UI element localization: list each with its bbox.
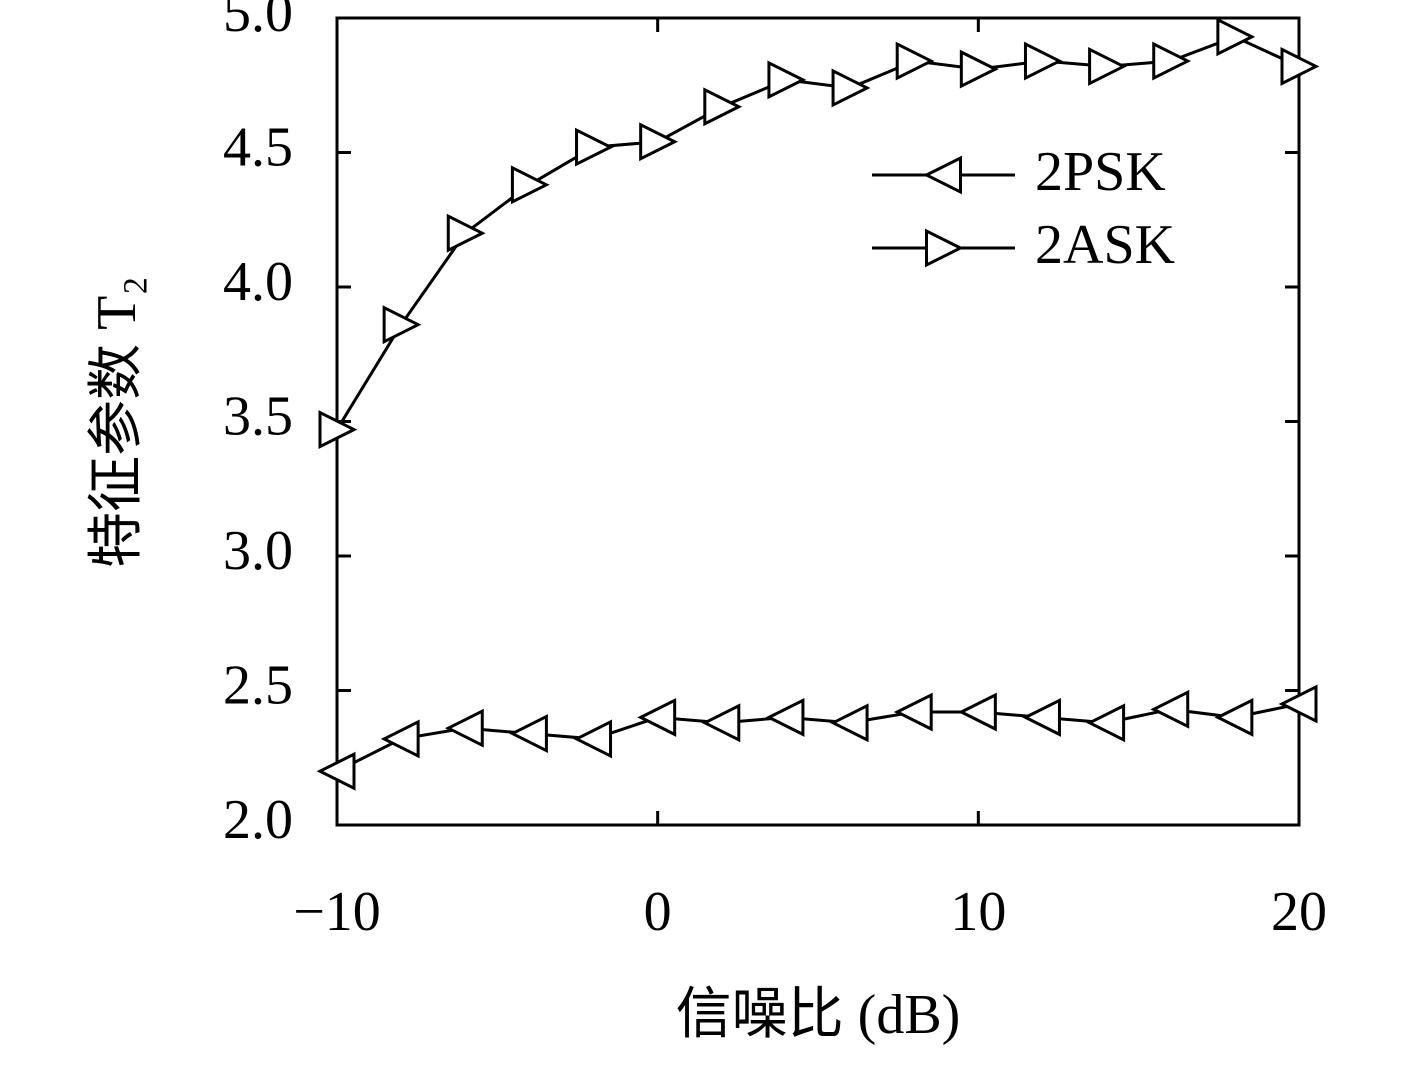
y-tick-label: 3.0 [223,520,293,582]
marker [444,708,484,748]
legend-label: 2PSK [1035,141,1166,203]
x-axis-label: 信噪比 (dB) [676,984,961,1046]
marker [575,127,614,167]
marker [380,719,420,759]
x-tick-label: −10 [293,881,381,943]
series-line [336,702,1300,773]
marker [1278,684,1318,724]
y-tick-label: 4.0 [223,251,293,313]
marker [895,41,935,81]
x-tick-label: 0 [644,881,672,943]
marker [1023,41,1063,81]
marker [1022,697,1061,737]
y-tick-label: 4.5 [223,116,293,178]
marker [382,305,422,345]
marker [510,165,550,205]
marker [1086,703,1126,743]
marker [1280,46,1320,86]
marker [701,703,741,743]
x-tick-label: 20 [1271,881,1327,943]
legend-marker [925,228,964,268]
marker [509,714,548,753]
marker [1088,46,1127,86]
plot-frame [335,16,1301,827]
y-tick-label: 2.0 [223,789,293,851]
marker [893,692,933,732]
y-tick-label: 5.0 [223,0,293,44]
marker [1214,697,1254,737]
marker [639,122,679,162]
y-tick-label: 2.5 [223,654,293,716]
marker [1216,17,1256,57]
legend-label: 2ASK [1035,214,1175,276]
marker [829,703,869,743]
marker [765,697,805,737]
marker [316,751,356,791]
marker [831,68,871,108]
marker [1152,41,1192,81]
y-axis-label: 特征参数 T₂ [86,276,148,568]
marker [703,87,743,127]
marker [767,60,807,100]
x-tick-label: 10 [950,881,1006,943]
series-line [335,35,1300,431]
marker [637,697,677,737]
legend-marker [923,155,962,195]
marker [959,49,999,89]
y-tick-label: 3.5 [223,385,293,447]
marker [446,213,486,253]
marker [957,692,997,732]
marker [573,719,613,759]
marker [318,410,358,449]
marker [1150,689,1190,729]
